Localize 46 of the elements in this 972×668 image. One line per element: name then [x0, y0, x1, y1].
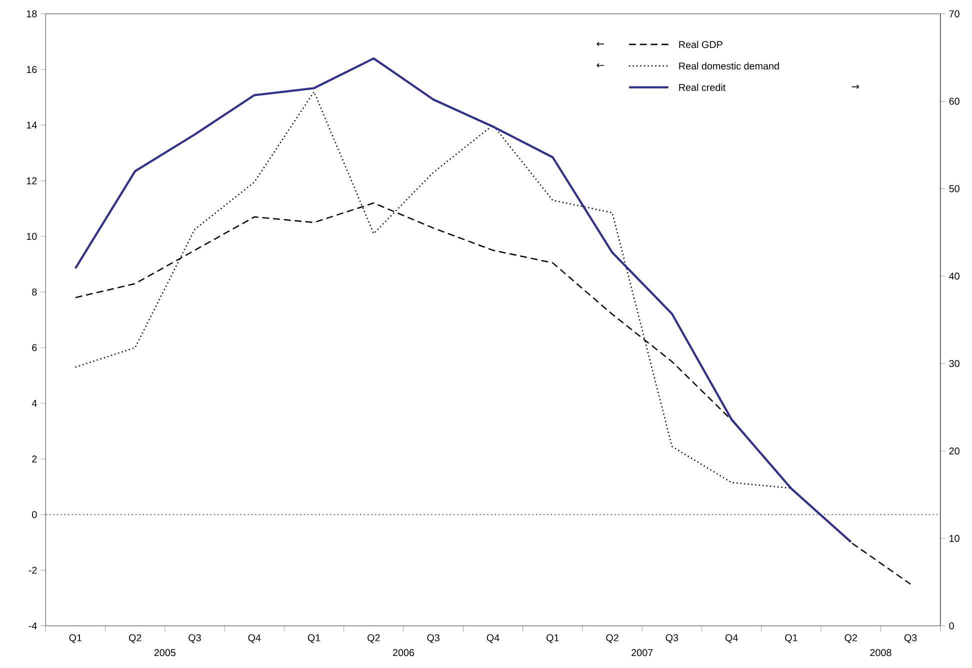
legend-label: Real GDP — [679, 40, 722, 48]
y-tick-label: 10 — [26, 232, 37, 240]
y-tick-label: 16 — [26, 66, 37, 73]
x-tick-label: Q3 — [904, 634, 917, 643]
annotation: ← — [596, 63, 604, 68]
y2-tick-label: 60 — [949, 98, 960, 105]
y-tick-label: 0 — [32, 510, 37, 518]
x-tick-label: Q2 — [368, 634, 380, 643]
y-tick-label: -4 — [28, 622, 37, 630]
legend-label: Real domestic demand — [679, 62, 779, 70]
y2-tick-label: 0 — [949, 622, 954, 630]
annotation: ← — [596, 42, 604, 46]
x-tick-label: Q4 — [725, 634, 738, 643]
y-tick-label: 12 — [26, 177, 37, 184]
y2-tick-label: 70 — [949, 10, 960, 18]
y2-tick-label: 10 — [950, 534, 960, 542]
x-tick-label: Q3 — [427, 634, 440, 643]
text: 2005 — [154, 648, 176, 656]
x-tick-label: Q2 — [844, 634, 857, 643]
x-tick-label: Q1 — [308, 634, 320, 643]
y-tick-label: 6 — [32, 344, 37, 351]
x-tick-label: Q2 — [128, 634, 142, 643]
x-tick-label: Q2 — [606, 634, 618, 643]
x-tick-label: Q3 — [188, 634, 201, 643]
x-tick-label: Q1 — [546, 634, 559, 643]
y2-tick-label: 30 — [949, 360, 960, 367]
y-tick-label: 14 — [26, 122, 37, 128]
x-tick-label: Q1 — [69, 634, 82, 643]
y-tick-label: 8 — [32, 288, 37, 296]
annotation: → — [852, 84, 860, 89]
y-tick-label: 4 — [32, 400, 37, 407]
text: 2006 — [393, 648, 414, 656]
x-tick-label: Q3 — [666, 634, 678, 643]
x-tick-label: Q4 — [248, 634, 261, 643]
x-tick-label: Q4 — [486, 634, 500, 643]
legend-label: Real credit — [679, 83, 726, 91]
line-series — [74, 57, 852, 543]
y-tick-label: 18 — [26, 10, 37, 18]
y2-tick-label: 20 — [949, 447, 960, 454]
y2-tick-label: 40 — [949, 272, 960, 280]
y2-tick-label: 50 — [949, 185, 960, 192]
text: 2007 — [632, 648, 653, 656]
x-tick-label: Q1 — [785, 634, 798, 643]
y-tick-label: -2 — [28, 566, 37, 574]
y-tick-label: 2 — [32, 455, 37, 462]
text: 2008 — [870, 648, 892, 656]
